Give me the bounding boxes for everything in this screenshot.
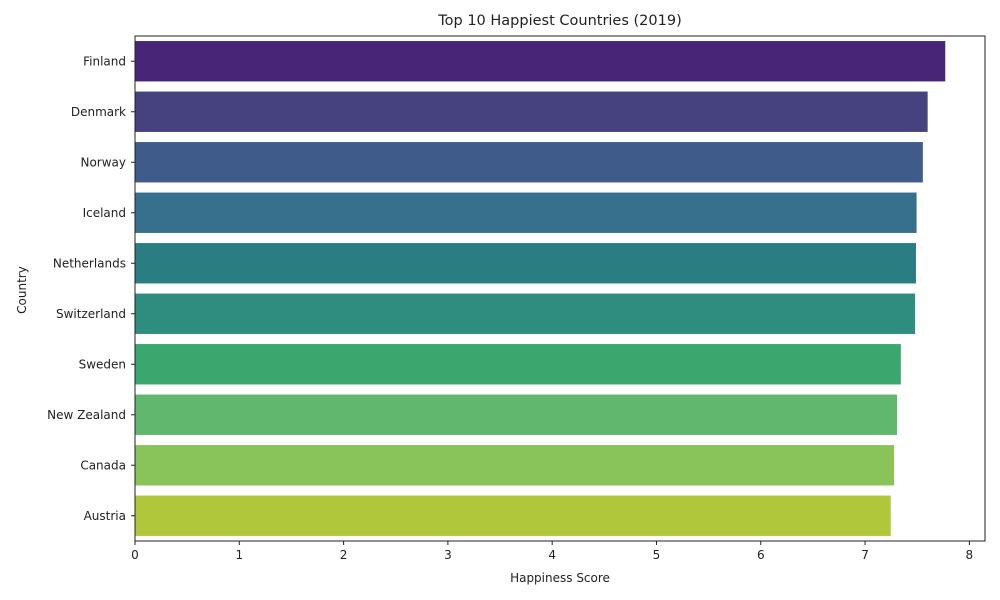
chart-title: Top 10 Happiest Countries (2019) <box>437 13 681 29</box>
x-tick-label: 0 <box>131 548 139 562</box>
bar-denmark <box>135 91 928 132</box>
y-tick-label: Iceland <box>83 206 126 220</box>
bar-switzerland <box>135 293 916 334</box>
x-tick-label: 4 <box>548 548 556 562</box>
y-tick-label: Netherlands <box>53 256 126 270</box>
plot-frame <box>134 35 986 542</box>
x-tick-label: 3 <box>444 548 452 562</box>
x-tick-label: 5 <box>653 548 661 562</box>
bar-sweden <box>135 344 901 385</box>
x-axis-title: Happiness Score <box>510 571 610 585</box>
x-tick-label: 2 <box>340 548 348 562</box>
y-tick-label: Norway <box>80 155 126 169</box>
bar-finland <box>135 41 946 82</box>
x-tick-label: 1 <box>235 548 243 562</box>
y-tick-label: Sweden <box>79 357 126 371</box>
x-tick-label: 7 <box>861 548 869 562</box>
bars-layer <box>135 41 946 536</box>
bar-canada <box>135 445 895 486</box>
bar-iceland <box>135 192 917 233</box>
y-tick-label: Switzerland <box>56 307 126 321</box>
bar-new-zealand <box>135 394 898 435</box>
bar-norway <box>135 142 923 183</box>
y-axis: Finland Denmark Norway Iceland Netherlands Sw… <box>47 54 135 523</box>
bar-netherlands <box>135 243 916 284</box>
y-tick-label: New Zealand <box>47 408 126 422</box>
y-tick-label: Canada <box>80 458 126 472</box>
y-axis-title: Country <box>15 266 29 314</box>
bar-austria <box>135 495 891 536</box>
x-tick-label: 6 <box>757 548 765 562</box>
y-tick-label: Denmark <box>71 105 126 119</box>
y-tick-label: Finland <box>83 54 126 68</box>
x-axis: 0 1 2 3 4 5 6 7 8 <box>131 541 973 562</box>
x-tick-label: 8 <box>966 548 974 562</box>
y-tick-label: Austria <box>84 509 126 523</box>
